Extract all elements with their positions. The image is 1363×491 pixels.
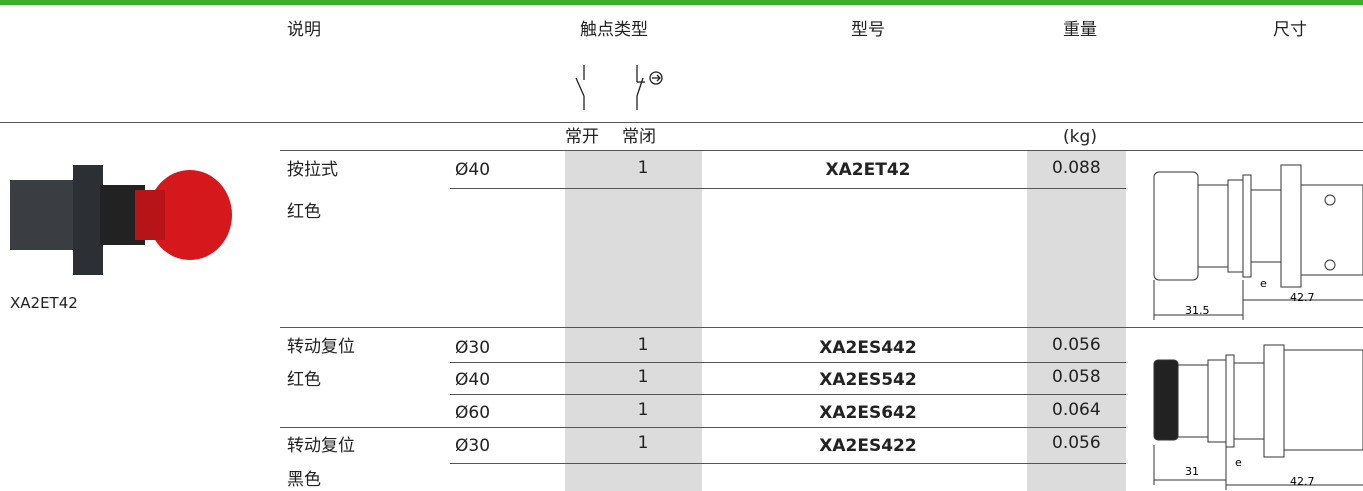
weight-shade	[1027, 151, 1126, 491]
column-header: 型号	[851, 20, 885, 40]
model: XA2ES642	[819, 403, 917, 423]
diameter: Ø60	[455, 403, 491, 423]
contact: 1	[637, 433, 649, 453]
dimension-label: 31	[1185, 465, 1199, 478]
weight: 0.088	[1052, 158, 1101, 178]
description: 转动复位	[287, 337, 355, 357]
model: XA2ET42	[825, 160, 911, 180]
row-line	[280, 427, 1126, 428]
description: 红色	[287, 370, 321, 390]
contact: 1	[637, 367, 649, 387]
model: XA2ES442	[819, 338, 917, 358]
weight: 0.058	[1052, 367, 1101, 387]
divider	[0, 122, 1363, 123]
subheader: 常开	[565, 127, 599, 147]
contact: 1	[637, 400, 649, 420]
description: 黑色	[287, 470, 321, 490]
dimension-label: 31.5	[1185, 304, 1210, 317]
diameter: Ø40	[455, 370, 491, 390]
subheader: (kg)	[1063, 127, 1097, 147]
column-header: 重量	[1063, 20, 1097, 40]
dimension-label: 42.7	[1290, 291, 1315, 304]
contact: 1	[637, 335, 649, 355]
contact: 1	[637, 158, 649, 178]
contact-symbols	[575, 65, 663, 110]
description: 红色	[287, 202, 321, 222]
diameter: Ø30	[455, 338, 491, 358]
row-line	[450, 394, 1126, 395]
contact-shade	[565, 151, 702, 491]
dimension-drawing	[1153, 344, 1363, 490]
row-line	[450, 188, 1126, 189]
model: XA2ES422	[819, 436, 917, 456]
column-header: 说明	[287, 20, 321, 40]
description: 按拉式	[287, 160, 338, 180]
weight: 0.056	[1052, 433, 1101, 453]
dimension-label: e	[1260, 277, 1267, 290]
column-header: 尺寸	[1273, 20, 1307, 40]
model: XA2ES542	[819, 370, 917, 390]
top-bar	[0, 0, 1363, 5]
row-line	[450, 362, 1126, 363]
product-image	[10, 165, 232, 275]
subheader: 常闭	[622, 127, 656, 147]
row-line	[450, 463, 1126, 464]
diameter: Ø30	[455, 436, 491, 456]
divider	[280, 150, 1363, 151]
product-label: XA2ET42	[10, 294, 78, 312]
dimension-label: 42.7	[1290, 475, 1315, 488]
weight: 0.064	[1052, 400, 1101, 420]
weight: 0.056	[1052, 335, 1101, 355]
dimension-drawing	[1153, 164, 1363, 320]
description: 转动复位	[287, 436, 355, 456]
divider	[280, 327, 1363, 328]
column-header: 触点类型	[580, 20, 648, 40]
dimension-label: e	[1235, 456, 1242, 469]
diameter: Ø40	[455, 160, 491, 180]
